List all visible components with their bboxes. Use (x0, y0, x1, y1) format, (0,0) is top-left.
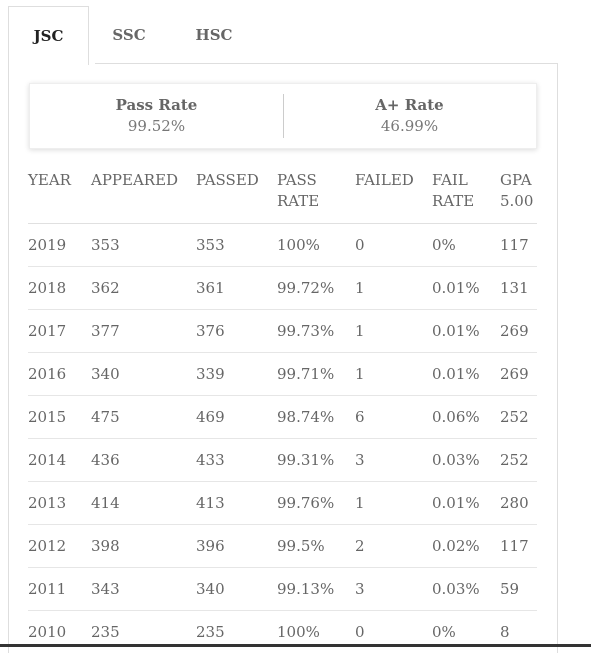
cell-year: 2012 (28, 525, 91, 568)
cell-failed: 3 (355, 439, 432, 482)
cell-appeared: 362 (91, 267, 196, 310)
cell-gpa5: 252 (500, 396, 537, 439)
cell-passed: 469 (196, 396, 277, 439)
cell-failed: 3 (355, 568, 432, 611)
cell-year: 2016 (28, 353, 91, 396)
cell-gpa5: 59 (500, 568, 537, 611)
cell-pass-rate: 99.13% (277, 568, 355, 611)
pass-rate-label: Pass Rate (30, 96, 283, 114)
cell-fail-rate: 0.01% (432, 267, 500, 310)
cell-fail-rate: 0% (432, 224, 500, 267)
cell-passed: 339 (196, 353, 277, 396)
aplus-rate-stat: A+ Rate 46.99% (283, 84, 536, 148)
cell-failed: 1 (355, 353, 432, 396)
cell-appeared: 475 (91, 396, 196, 439)
tab-jsc[interactable]: JSC (8, 6, 89, 65)
cell-passed: 376 (196, 310, 277, 353)
cell-pass-rate: 99.76% (277, 482, 355, 525)
cell-passed: 361 (196, 267, 277, 310)
cell-failed: 2 (355, 525, 432, 568)
cell-fail-rate: 0.03% (432, 439, 500, 482)
cell-gpa5: 131 (500, 267, 537, 310)
cell-fail-rate: 0.02% (432, 525, 500, 568)
cell-pass-rate: 100% (277, 224, 355, 267)
cell-passed: 433 (196, 439, 277, 482)
cell-passed: 353 (196, 224, 277, 267)
results-table: YEAR APPEARED PASSED PASS RATE FAILED FA… (28, 160, 537, 653)
cell-gpa5: 252 (500, 439, 537, 482)
cell-failed: 1 (355, 310, 432, 353)
summary-card: Pass Rate 99.52% A+ Rate 46.99% (29, 83, 537, 149)
tab-hsc[interactable]: HSC (192, 6, 236, 63)
results-panel: Pass Rate 99.52% A+ Rate 46.99% YEAR APP… (8, 63, 558, 653)
cell-appeared: 353 (91, 224, 196, 267)
pass-rate-value: 99.52% (30, 117, 283, 135)
cell-year: 2017 (28, 310, 91, 353)
cell-appeared: 340 (91, 353, 196, 396)
cell-failed: 1 (355, 267, 432, 310)
cell-appeared: 414 (91, 482, 196, 525)
cell-pass-rate: 99.72% (277, 267, 355, 310)
cell-failed: 6 (355, 396, 432, 439)
cell-gpa5: 280 (500, 482, 537, 525)
cell-fail-rate: 0.06% (432, 396, 500, 439)
cell-appeared: 398 (91, 525, 196, 568)
cell-gpa5: 269 (500, 353, 537, 396)
cell-appeared: 436 (91, 439, 196, 482)
cell-fail-rate: 0.03% (432, 568, 500, 611)
exam-tabs: JSC SSC HSC (8, 6, 557, 64)
cell-fail-rate: 0.01% (432, 353, 500, 396)
cell-year: 2011 (28, 568, 91, 611)
cell-passed: 413 (196, 482, 277, 525)
cell-pass-rate: 99.31% (277, 439, 355, 482)
cell-year: 2019 (28, 224, 91, 267)
cell-gpa5: 117 (500, 525, 537, 568)
cell-pass-rate: 99.71% (277, 353, 355, 396)
pass-rate-stat: Pass Rate 99.52% (30, 84, 283, 148)
cell-pass-rate: 99.73% (277, 310, 355, 353)
header-fail-rate: FAIL RATE (432, 160, 500, 224)
header-passed: PASSED (196, 160, 277, 224)
cell-failed: 0 (355, 224, 432, 267)
cell-year: 2014 (28, 439, 91, 482)
header-pass-rate: PASS RATE (277, 160, 355, 224)
cell-appeared: 343 (91, 568, 196, 611)
cell-fail-rate: 0.01% (432, 310, 500, 353)
aplus-rate-label: A+ Rate (283, 96, 536, 114)
cell-appeared: 377 (91, 310, 196, 353)
tab-ssc[interactable]: SSC (108, 6, 150, 63)
cell-gpa5: 269 (500, 310, 537, 353)
header-failed: FAILED (355, 160, 432, 224)
cell-year: 2018 (28, 267, 91, 310)
cell-pass-rate: 99.5% (277, 525, 355, 568)
cell-passed: 340 (196, 568, 277, 611)
aplus-rate-value: 46.99% (283, 117, 536, 135)
cell-pass-rate: 98.74% (277, 396, 355, 439)
cell-year: 2013 (28, 482, 91, 525)
cell-year: 2015 (28, 396, 91, 439)
header-appeared: APPEARED (91, 160, 196, 224)
header-year: YEAR (28, 160, 91, 224)
cell-passed: 396 (196, 525, 277, 568)
cell-gpa5: 117 (500, 224, 537, 267)
cell-fail-rate: 0.01% (432, 482, 500, 525)
cell-failed: 1 (355, 482, 432, 525)
header-gpa5: GPA 5.00 (500, 160, 537, 224)
table-header-row: YEAR APPEARED PASSED PASS RATE FAILED FA… (28, 160, 537, 224)
